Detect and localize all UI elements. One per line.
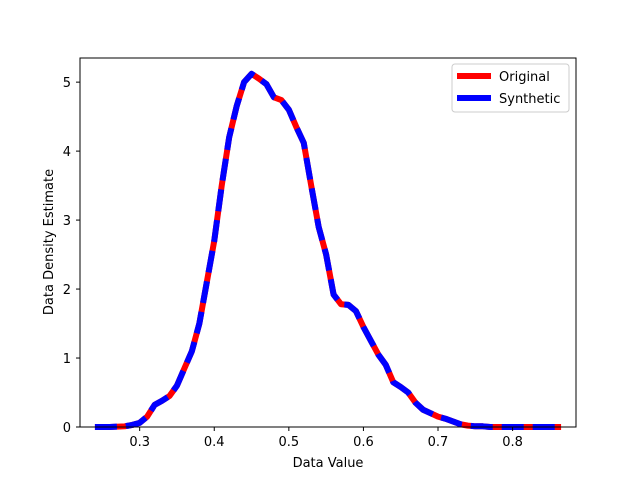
x-axis-ticks: 0.3 0.4 0.5 0.6 0.7 0.8 (129, 427, 523, 450)
legend-label-synthetic: Synthetic (499, 92, 560, 107)
y-axis-ticks: 0 1 2 3 4 5 (63, 76, 80, 436)
y-tick-label: 1 (63, 352, 71, 367)
x-tick-label: 0.3 (129, 435, 150, 450)
x-tick-label: 0.8 (502, 435, 523, 450)
axes-frame (79, 57, 577, 428)
x-tick-label: 0.5 (278, 435, 299, 450)
x-tick-label: 0.4 (204, 435, 225, 450)
legend-label-original: Original (499, 70, 550, 85)
x-tick-label: 0.7 (428, 435, 449, 450)
x-tick-label: 0.6 (353, 435, 374, 450)
plot-area (94, 70, 562, 430)
y-axis-label: Data Density Estimate (42, 169, 57, 315)
legend: Original Synthetic (451, 63, 570, 113)
y-tick-label: 2 (63, 283, 71, 298)
y-tick-label: 3 (63, 214, 71, 229)
y-tick-label: 5 (63, 76, 71, 91)
series-line-synthetic (94, 70, 562, 430)
y-tick-label: 4 (63, 145, 71, 160)
y-tick-label: 0 (63, 421, 71, 436)
x-axis-label: Data Value (293, 456, 364, 471)
